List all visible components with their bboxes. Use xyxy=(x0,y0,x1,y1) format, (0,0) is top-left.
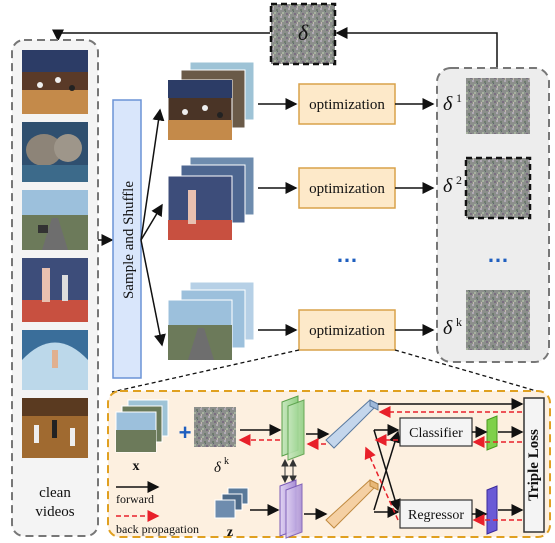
encoder-green xyxy=(281,395,305,461)
detail-delta-k-patch xyxy=(194,407,236,447)
feedback-line-right xyxy=(335,27,498,68)
frame-stack-2 xyxy=(167,156,255,241)
triple-loss-box xyxy=(523,397,545,533)
detail-delta-k-sup: k xyxy=(224,456,229,467)
frame-stack-3 xyxy=(167,281,255,361)
legend-forward-label: forward xyxy=(116,492,154,506)
stack-to-opt-arrows xyxy=(258,98,298,336)
thumb-road-driving xyxy=(22,190,88,250)
thumb-tennis-court xyxy=(22,258,88,322)
detail-plus-sign: + xyxy=(179,420,192,445)
delta-universal-patch xyxy=(269,2,337,66)
feature-bar-bottom xyxy=(325,479,379,529)
clean-videos-caption-line1: clean xyxy=(39,485,71,501)
clean-videos-caption-line2: videos xyxy=(35,504,74,520)
encoder-purple xyxy=(279,479,303,539)
regressor-output xyxy=(486,485,498,535)
thumb-basketball-court xyxy=(22,50,88,114)
detail-x-label: x xyxy=(133,459,140,474)
sample-shuffle-block xyxy=(112,99,142,379)
detail-delta-k-symbol: δ xyxy=(214,460,222,476)
delta-universal-label: δ xyxy=(298,20,309,45)
opt-to-delta-arrows xyxy=(395,98,435,336)
delta-2-sup: 2 xyxy=(456,173,462,187)
delta-k-sup: k xyxy=(456,315,462,329)
feedback-line-left xyxy=(52,29,270,42)
optimization-box-2: optimization xyxy=(298,167,396,209)
classifier-label: Classifier xyxy=(409,426,463,441)
optimization-label-2: optimization xyxy=(309,181,385,197)
delta-2-symbol: δ xyxy=(443,175,453,197)
regressor-label: Regressor xyxy=(408,508,464,523)
delta-k-symbol: δ xyxy=(443,317,453,339)
regressor-box: Regressor xyxy=(399,499,473,529)
classifier-output xyxy=(486,415,498,451)
thumb-elephants-water xyxy=(22,122,88,182)
optimization-box-1: optimization xyxy=(298,83,396,125)
optimization-label-3: optimization xyxy=(309,323,385,339)
detail-frames-z xyxy=(214,487,249,519)
frame-stack-1 xyxy=(167,61,255,141)
detail-frames-x xyxy=(115,399,169,453)
zoom-lines xyxy=(111,349,541,393)
optimization-box-3: optimization xyxy=(298,309,396,351)
triple-loss-label: Triple Loss xyxy=(526,429,542,501)
detail-panel xyxy=(107,390,551,538)
ellipsis-middle: … xyxy=(336,242,358,267)
delta-k: δ k xyxy=(443,290,530,350)
optimization-label-1: optimization xyxy=(309,97,385,113)
sample-shuffle-label: Sample and Shuffle xyxy=(121,181,137,299)
detail-z-label: z xyxy=(227,525,233,540)
delta-1-symbol: δ xyxy=(443,93,453,115)
delta-1: δ 1 xyxy=(443,78,530,134)
thumb-surfer-wave xyxy=(22,330,88,390)
fanout-arrows xyxy=(140,108,166,347)
delta-1-sup: 1 xyxy=(456,91,462,105)
ellipsis-right: … xyxy=(487,242,509,267)
classifier-box: Classifier xyxy=(399,417,473,447)
thumb-basketball-indoor xyxy=(22,398,88,458)
backprop-cross xyxy=(364,434,399,521)
video-thumbnails xyxy=(22,50,88,458)
legend-back-label: back propagation xyxy=(116,522,199,536)
delta-2: δ 2 xyxy=(443,156,532,220)
shared-weight-arrows xyxy=(281,458,297,484)
